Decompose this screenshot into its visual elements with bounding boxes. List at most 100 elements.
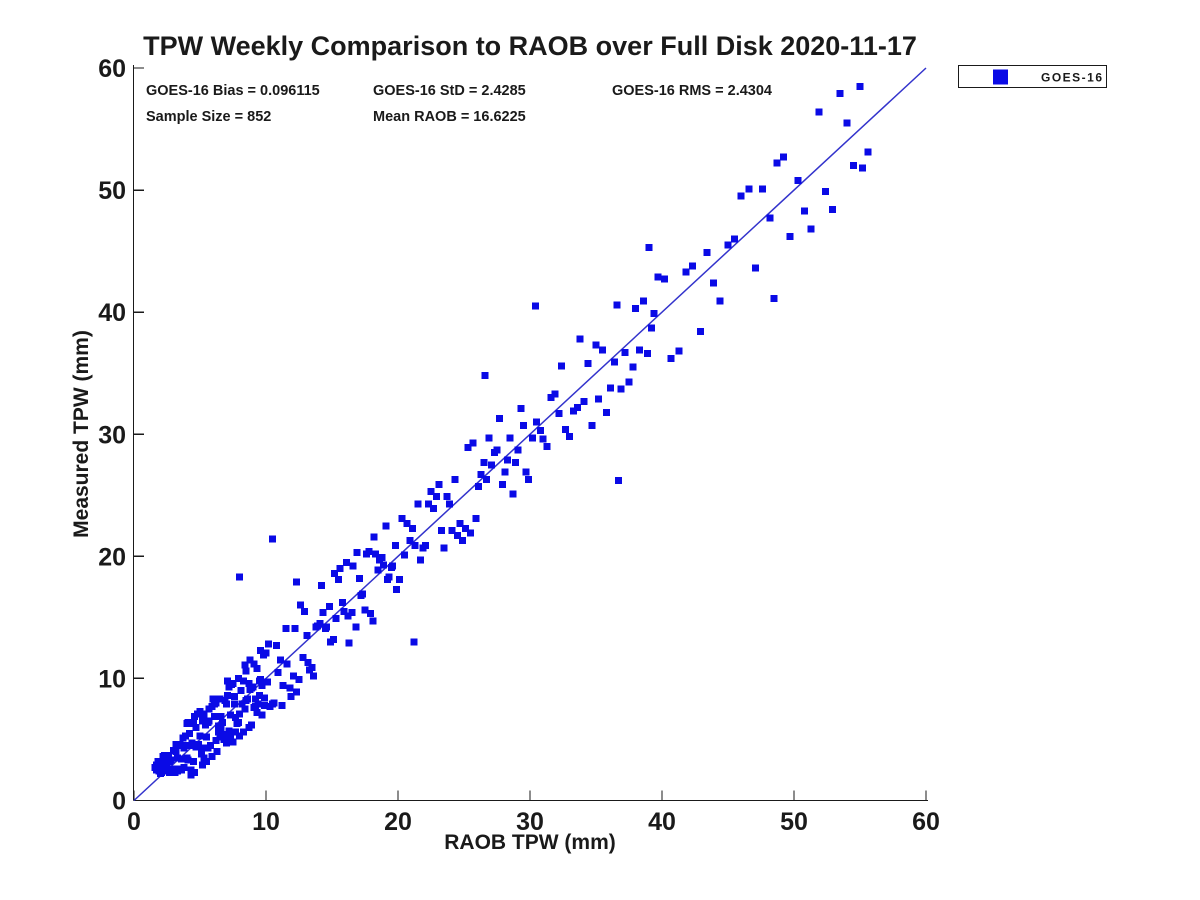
data-point-marker <box>374 566 382 574</box>
data-point-marker <box>443 493 451 500</box>
data-point-marker <box>270 699 278 707</box>
data-point-marker <box>331 569 339 577</box>
data-point-marker <box>422 541 430 549</box>
data-point-marker <box>209 695 217 703</box>
data-point-marker <box>696 328 704 336</box>
data-point-marker <box>217 712 225 720</box>
data-point-marker <box>737 192 745 200</box>
data-point-marker <box>640 297 647 305</box>
data-point-marker <box>369 617 377 625</box>
data-point-marker <box>189 757 197 765</box>
data-point-marker <box>283 660 291 668</box>
data-point-marker <box>667 355 675 363</box>
data-point-marker <box>199 717 207 725</box>
data-point-marker <box>650 309 658 317</box>
data-point-marker <box>724 241 732 249</box>
data-point-marker <box>864 148 872 156</box>
data-point-marker <box>308 663 316 671</box>
data-point-marker <box>382 522 390 530</box>
data-point-marker <box>543 443 551 450</box>
data-point-marker <box>317 582 325 590</box>
data-point-marker <box>182 732 189 740</box>
data-point-marker <box>299 654 307 662</box>
data-point-marker <box>329 635 337 643</box>
data-point-marker <box>345 639 353 647</box>
data-point-marker <box>304 659 312 666</box>
data-point-marker <box>752 264 760 272</box>
data-point-marker <box>398 515 406 522</box>
data-point-marker <box>625 378 633 386</box>
y-tick-label: 0 <box>112 788 126 816</box>
axes: 0 10 20 30 40 50 60 0 10 20 30 40 50 60 <box>98 55 940 836</box>
stat-bias: GOES-16 Bias = 0.096115 <box>146 83 320 99</box>
data-point-marker <box>859 164 867 172</box>
data-point-marker <box>249 683 257 691</box>
data-point-marker <box>432 493 440 500</box>
y-tick-label: 60 <box>98 55 126 83</box>
data-point-marker <box>467 529 475 537</box>
data-point-marker <box>164 751 172 759</box>
data-point-marker <box>174 754 182 762</box>
y-tick-label: 30 <box>98 421 126 449</box>
data-point-marker <box>335 576 343 583</box>
data-point-marker <box>682 268 690 276</box>
data-point-marker <box>191 768 199 776</box>
data-point-marker <box>195 740 203 748</box>
data-point-marker <box>163 761 171 769</box>
data-point-marker <box>185 729 193 737</box>
data-point-marker <box>230 700 238 708</box>
data-point-marker <box>406 537 414 544</box>
data-point-marker <box>226 711 234 719</box>
data-point-marker <box>710 279 717 287</box>
data-point-marker <box>279 682 287 690</box>
data-point-marker <box>234 674 242 682</box>
data-point-marker <box>274 668 282 676</box>
data-point-marker <box>240 728 248 736</box>
data-point-marker <box>856 82 864 90</box>
data-point-marker <box>207 742 215 750</box>
data-point-marker <box>172 748 180 756</box>
data-point-marker <box>197 750 205 758</box>
data-point-marker <box>533 418 541 426</box>
data-point-marker <box>292 688 300 696</box>
data-point-marker <box>644 350 651 358</box>
data-point-marker <box>647 324 655 332</box>
data-point-marker <box>661 275 669 283</box>
data-point-marker <box>411 541 419 549</box>
data-point-marker <box>525 475 533 483</box>
data-point-marker <box>435 480 443 488</box>
data-point-marker <box>180 744 188 752</box>
data-point-marker <box>208 753 216 760</box>
data-point-marker <box>395 576 403 583</box>
stat-rms: GOES-16 RMS = 2.4304 <box>612 83 772 99</box>
data-point-marker <box>393 585 401 593</box>
data-point-marker <box>512 458 519 466</box>
data-point-marker <box>410 638 418 646</box>
data-point-marker <box>688 262 696 270</box>
data-point-marker <box>221 734 229 742</box>
data-point-marker <box>451 475 459 483</box>
data-point-marker <box>225 727 233 735</box>
data-point-marker <box>352 623 360 631</box>
data-point-marker <box>319 609 327 616</box>
data-point-marker <box>221 696 229 704</box>
data-point-marker <box>493 446 501 454</box>
data-point-marker <box>531 302 539 310</box>
data-point-marker <box>551 390 559 398</box>
data-point-marker <box>325 602 333 610</box>
data-point-marker <box>211 712 218 720</box>
x-tick-label: 30 <box>516 808 544 836</box>
data-point-marker <box>258 682 266 690</box>
data-point-marker <box>212 737 220 745</box>
data-point-marker <box>621 349 629 356</box>
data-point-marker <box>349 562 357 570</box>
y-tick-labels: 0 10 20 30 40 50 60 <box>98 55 126 816</box>
data-point-marker <box>766 214 774 222</box>
data-point-marker <box>240 677 248 685</box>
data-point-marker <box>229 738 237 746</box>
data-point-marker <box>501 468 509 476</box>
data-point-marker <box>200 710 208 718</box>
data-point-marker <box>380 561 387 569</box>
data-point-marker <box>172 740 180 748</box>
data-point-marker <box>238 700 246 708</box>
